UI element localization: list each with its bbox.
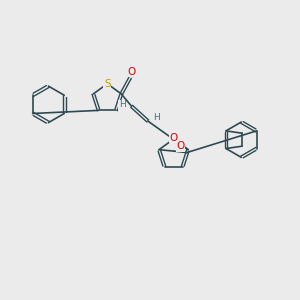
Text: H: H xyxy=(119,100,126,109)
Text: O: O xyxy=(169,133,178,142)
Text: H: H xyxy=(153,113,160,122)
Text: O: O xyxy=(176,141,184,151)
Text: O: O xyxy=(128,67,136,77)
Text: S: S xyxy=(104,79,111,89)
